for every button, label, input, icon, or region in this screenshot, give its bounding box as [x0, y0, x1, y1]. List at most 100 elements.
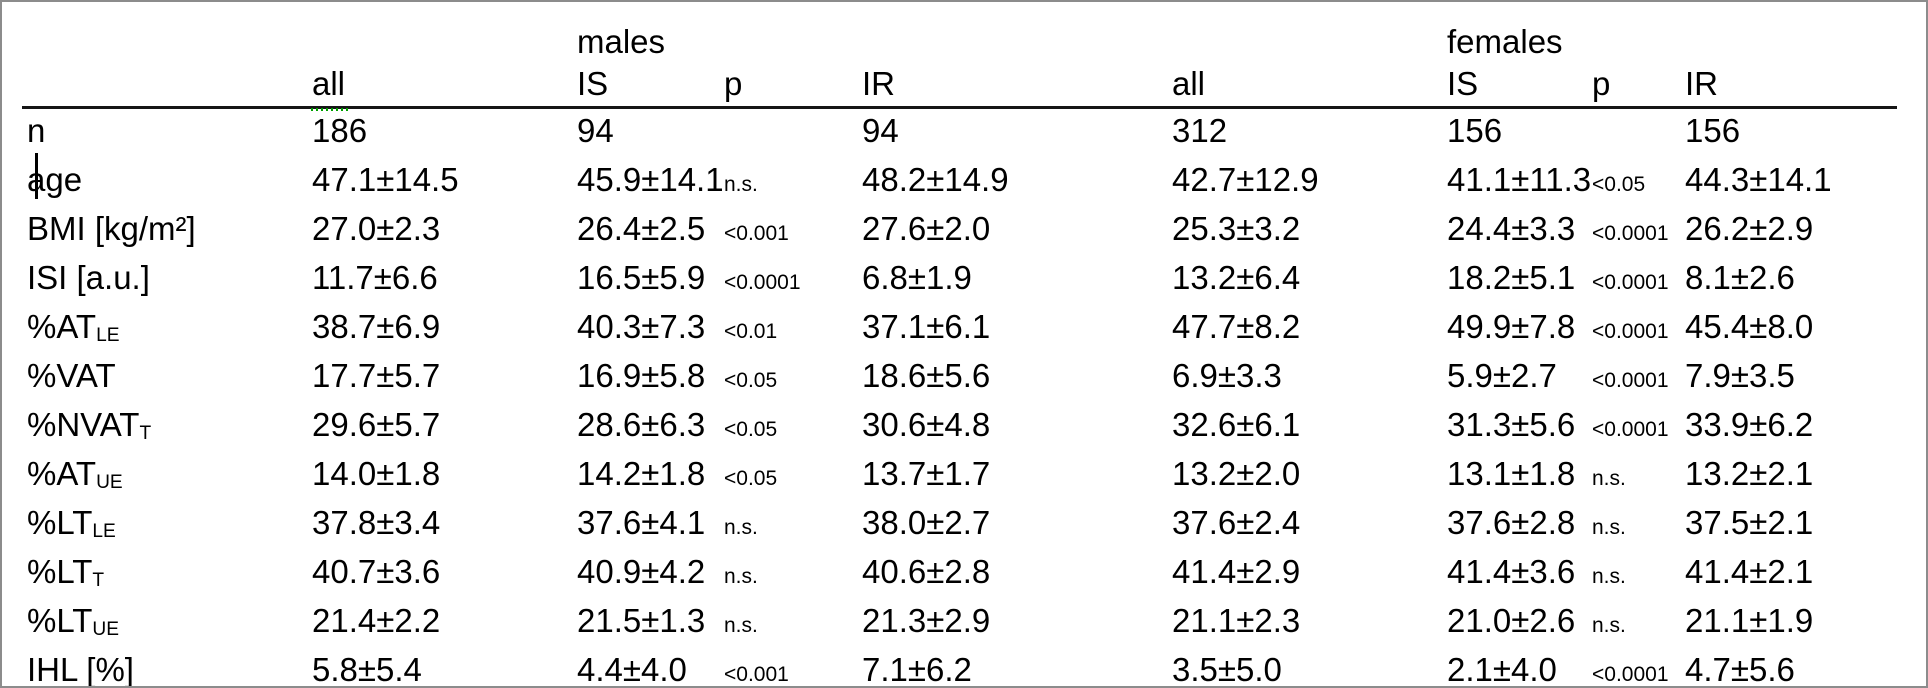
table-cell-females-all[interactable]: 3.5±5.0 [1172, 648, 1447, 686]
row-label[interactable]: %LTLE [27, 504, 116, 543]
table-cell-males-ir[interactable]: 18.6±5.6 [862, 357, 991, 394]
row-label[interactable]: BMI [kg/m²] [27, 210, 196, 247]
col-header-males-is[interactable]: IS [577, 62, 724, 109]
col-header-females-all[interactable]: all [1172, 62, 1447, 109]
table-cell-males-is[interactable]: 37.6±4.1 [577, 504, 706, 541]
table-cell-females-is[interactable]: 13.1±1.8 [1447, 455, 1576, 492]
table-cell-males-p[interactable]: n.s. [724, 614, 758, 637]
table-cell-males-ir[interactable]: 30.6±4.8 [862, 406, 991, 443]
table-cell-males-is[interactable]: 28.6±6.3 [577, 406, 706, 443]
table-cell-males-ir[interactable]: 27.6±2.0 [862, 210, 991, 247]
table-cell-males-is[interactable]: 16.9±5.8 [577, 357, 706, 394]
table-cell-females-p[interactable]: <0.0001 [1592, 418, 1669, 441]
table-cell-females-p[interactable]: n.s. [1592, 565, 1626, 588]
table-cell-males-p[interactable]: <0.05 [724, 418, 778, 441]
table-cell-males-is[interactable]: 45.9±14.1 [577, 161, 724, 198]
table-cell-males-all[interactable]: 37.8±3.4 [312, 504, 441, 541]
row-label[interactable]: age [27, 161, 83, 198]
table-cell-females-ir[interactable]: 21.1±1.9 [1685, 602, 1814, 639]
table-cell-males-ir[interactable]: 13.7±1.7 [862, 455, 991, 492]
table-cell-females-ir[interactable]: 8.1±2.6 [1685, 259, 1795, 296]
table-cell-males-is[interactable]: 21.5±1.3 [577, 602, 706, 639]
group-header-females[interactable]: females [1447, 23, 1563, 60]
table-cell-males-all[interactable]: 5.8±5.4 [312, 648, 577, 686]
table-cell-males-ir[interactable]: 6.8±1.9 [862, 259, 972, 296]
table-cell-males-all[interactable]: 11.7±6.6 [312, 259, 438, 296]
table-cell-males-ir[interactable]: 7.1±6.2 [862, 648, 1172, 686]
table-cell-males-is[interactable]: 16.5±5.9 [577, 259, 706, 296]
table-cell-females-ir[interactable]: 37.5±2.1 [1685, 504, 1814, 541]
col-header-females-ir[interactable]: IR [1685, 62, 1897, 109]
table-cell-females-ir[interactable]: 45.4±8.0 [1685, 308, 1814, 345]
table-cell-females-p[interactable] [1592, 108, 1685, 159]
table-cell-males-ir[interactable]: 21.3±2.9 [862, 602, 991, 639]
table-cell-males-p[interactable]: n.s. [724, 516, 758, 539]
table-cell-males-ir[interactable]: 38.0±2.7 [862, 504, 991, 541]
table-cell-males-p[interactable]: <0.05 [724, 369, 778, 392]
table-cell-females-p[interactable]: <0.05 [1592, 173, 1646, 196]
row-label[interactable]: IHL [%] [22, 648, 312, 686]
table-cell-males-all[interactable]: 38.7±6.9 [312, 308, 441, 345]
table-cell-males-p[interactable]: <0.05 [724, 467, 778, 490]
col-header-males-p[interactable]: p [724, 62, 862, 109]
table-cell-females-p[interactable]: n.s. [1592, 614, 1626, 637]
table-cell-males-all[interactable]: 40.7±3.6 [312, 553, 441, 590]
table-cell-males-ir[interactable]: 37.1±6.1 [862, 308, 991, 345]
table-cell-males-p[interactable]: n.s. [724, 565, 758, 588]
row-label[interactable]: %VAT [27, 357, 116, 394]
table-cell-females-ir[interactable]: 41.4±2.1 [1685, 553, 1814, 590]
row-label[interactable]: %LTUE [27, 602, 119, 641]
table-cell-females-ir[interactable]: 44.3±14.1 [1685, 161, 1832, 198]
table-cell-males-is[interactable]: 26.4±2.5 [577, 210, 706, 247]
table-cell-females-ir[interactable]: 13.2±2.1 [1685, 455, 1814, 492]
table-cell-females-all[interactable]: 42.7±12.9 [1172, 161, 1319, 198]
row-label[interactable]: n [27, 112, 46, 149]
table-cell-females-is[interactable]: 49.9±7.8 [1447, 308, 1576, 345]
table-cell-females-all[interactable]: 312 [1172, 112, 1228, 149]
table-cell-females-all[interactable]: 6.9±3.3 [1172, 357, 1282, 394]
table-cell-males-p[interactable]: <0.01 [724, 320, 778, 343]
table-cell-females-all[interactable]: 37.6±2.4 [1172, 504, 1301, 541]
table-cell-males-ir[interactable]: 40.6±2.8 [862, 553, 991, 590]
table-cell-females-all[interactable]: 32.6±6.1 [1172, 406, 1301, 443]
table-cell-males-is[interactable]: 94 [577, 112, 614, 149]
table-cell-females-is[interactable]: 41.4±3.6 [1447, 553, 1576, 590]
table-cell-females-is[interactable]: 24.4±3.3 [1447, 210, 1576, 247]
table-cell-females-is[interactable]: 5.9±2.7 [1447, 357, 1557, 394]
table-cell-females-all[interactable]: 21.1±2.3 [1172, 602, 1301, 639]
table-cell-females-is[interactable]: 41.1±11.3 [1447, 161, 1592, 198]
table-cell-males-is[interactable]: 14.2±1.8 [577, 455, 706, 492]
table-cell-females-all[interactable]: 13.2±6.4 [1172, 259, 1301, 296]
table-cell-females-is[interactable]: 2.1±4.0 [1447, 648, 1592, 686]
table-cell-females-all[interactable]: 41.4±2.9 [1172, 553, 1301, 590]
row-label[interactable]: ISI [a.u.] [27, 259, 150, 296]
table-cell-males-p[interactable]: <0.0001 [724, 271, 801, 294]
table-cell-females-all[interactable]: 13.2±2.0 [1172, 455, 1301, 492]
table-cell-males-p[interactable] [724, 108, 862, 159]
table-cell-females-p[interactable]: n.s. [1592, 516, 1626, 539]
row-label[interactable]: %NVATT [27, 406, 152, 445]
table-cell-females-all[interactable]: 25.3±3.2 [1172, 210, 1301, 247]
table-cell-males-is[interactable]: 40.9±4.2 [577, 553, 706, 590]
table-cell-males-p[interactable]: n.s. [724, 173, 758, 196]
table-cell-females-p[interactable]: <0.0001 [1592, 271, 1669, 294]
table-cell-females-ir[interactable]: 33.9±6.2 [1685, 406, 1814, 443]
col-header-males-ir[interactable]: IR [862, 62, 1172, 109]
table-cell-males-all[interactable]: 47.1±14.5 [312, 161, 459, 198]
row-label[interactable]: %LTT [27, 553, 105, 592]
table-cell-males-p[interactable]: <0.001 [724, 648, 862, 686]
table-cell-females-is[interactable]: 21.0±2.6 [1447, 602, 1576, 639]
table-cell-males-p[interactable]: <0.001 [724, 222, 789, 245]
table-cell-females-ir[interactable]: 26.2±2.9 [1685, 210, 1814, 247]
table-cell-females-is[interactable]: 37.6±2.8 [1447, 504, 1576, 541]
table-cell-females-ir[interactable]: 7.9±3.5 [1685, 357, 1795, 394]
table-cell-males-is[interactable]: 40.3±7.3 [577, 308, 706, 345]
table-cell-males-all[interactable]: 14.0±1.8 [312, 455, 441, 492]
table-cell-females-all[interactable]: 47.7±8.2 [1172, 308, 1301, 345]
table-cell-females-p[interactable]: <0.0001 [1592, 320, 1669, 343]
table-cell-males-all[interactable]: 186 [312, 112, 368, 149]
group-header-males[interactable]: males [577, 23, 666, 60]
table-cell-males-ir[interactable]: 48.2±14.9 [862, 161, 1009, 198]
table-cell-females-p[interactable]: n.s. [1592, 467, 1626, 490]
table-cell-females-p[interactable]: <0.0001 [1592, 222, 1669, 245]
